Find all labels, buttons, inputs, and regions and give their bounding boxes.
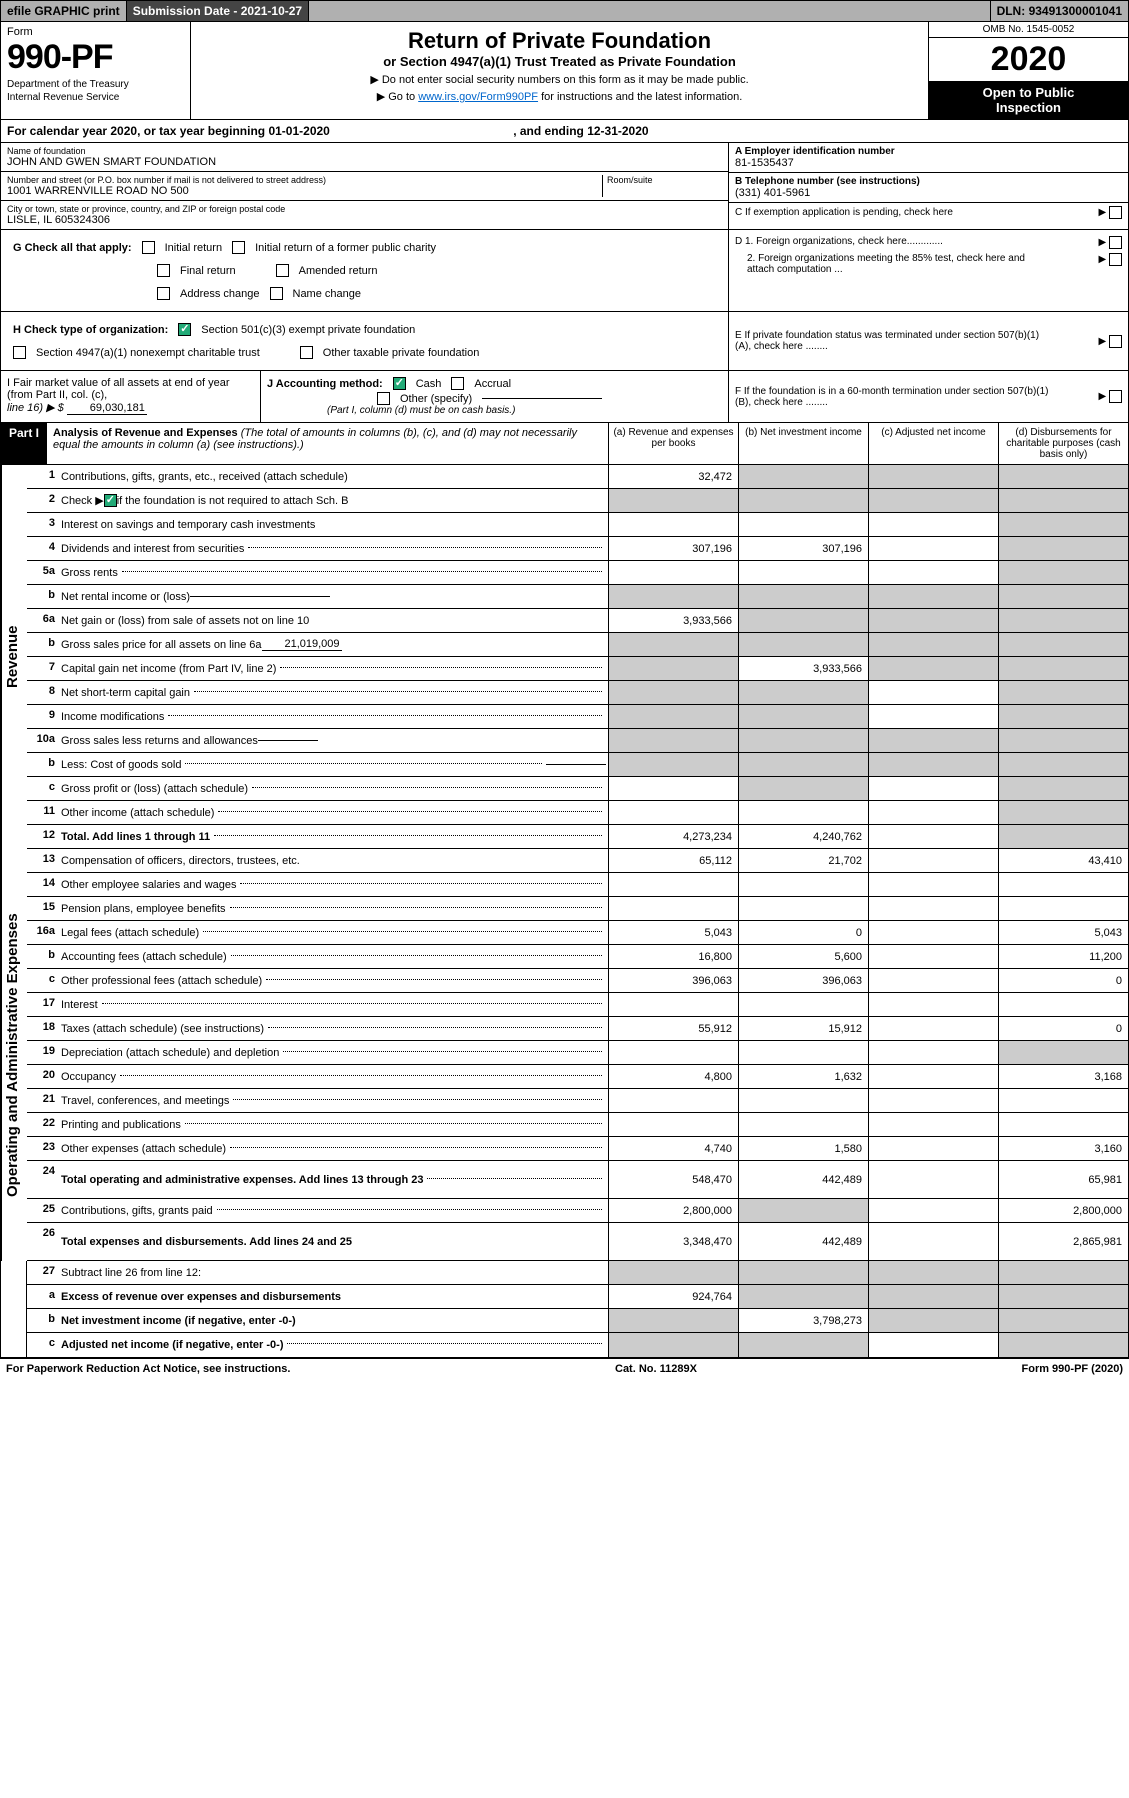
d1-checkbox[interactable] bbox=[1109, 236, 1122, 249]
c-checkbox[interactable] bbox=[1109, 206, 1122, 219]
d1-label: D 1. Foreign organizations, check here..… bbox=[735, 236, 943, 249]
col-d-header: (d) Disbursements for charitable purpose… bbox=[998, 423, 1128, 464]
form-id-footer: Form 990-PF (2020) bbox=[1022, 1363, 1123, 1375]
form-subtitle: or Section 4947(a)(1) Trust Treated as P… bbox=[197, 54, 922, 69]
page-footer: For Paperwork Reduction Act Notice, see … bbox=[0, 1358, 1129, 1379]
j-note: (Part I, column (d) must be on cash basi… bbox=[267, 405, 722, 416]
j-cash-checkbox[interactable] bbox=[393, 377, 406, 390]
revenue-section: Revenue 1Contributions, gifts, grants, e… bbox=[0, 465, 1129, 849]
omb-number: OMB No. 1545-0052 bbox=[929, 22, 1128, 38]
h-501c3-checkbox[interactable] bbox=[178, 323, 191, 336]
submission-date: Submission Date - 2021-10-27 bbox=[127, 1, 309, 21]
g-label: G Check all that apply: bbox=[13, 242, 132, 254]
l7-b: 3,933,566 bbox=[738, 657, 868, 680]
col-a-header: (a) Revenue and expenses per books bbox=[608, 423, 738, 464]
g-initial-pub-checkbox[interactable] bbox=[232, 241, 245, 254]
d2-checkbox[interactable] bbox=[1109, 253, 1122, 266]
part1-label: Part I bbox=[1, 423, 47, 464]
col-b-header: (b) Net investment income bbox=[738, 423, 868, 464]
d2-label: 2. Foreign organizations meeting the 85%… bbox=[735, 253, 1035, 275]
e-checkbox[interactable] bbox=[1109, 335, 1122, 348]
tax-year: 2020 bbox=[929, 38, 1128, 81]
cat-number: Cat. No. 11289X bbox=[615, 1363, 697, 1375]
check-section-ijf: I Fair market value of all assets at end… bbox=[0, 371, 1129, 423]
open-to-public: Open to PublicInspection bbox=[929, 81, 1128, 119]
g-final-checkbox[interactable] bbox=[157, 264, 170, 277]
g-amended-checkbox[interactable] bbox=[276, 264, 289, 277]
ssn-warning: ▶ Do not enter social security numbers o… bbox=[197, 73, 922, 86]
c-exemption-label: C If exemption application is pending, c… bbox=[735, 207, 953, 218]
topbar-spacer bbox=[309, 1, 990, 21]
city-label: City or town, state or province, country… bbox=[7, 204, 722, 214]
address-label: Number and street (or P.O. box number if… bbox=[7, 175, 602, 185]
e-label: E If private foundation status was termi… bbox=[735, 330, 1055, 352]
goto-link-line: ▶ Go to www.irs.gov/Form990PF for instru… bbox=[197, 90, 922, 103]
top-bar: efile GRAPHIC print Submission Date - 20… bbox=[0, 0, 1129, 22]
expenses-section: Operating and Administrative Expenses 13… bbox=[0, 849, 1129, 1261]
l1-a: 32,472 bbox=[608, 465, 738, 488]
j-label: J Accounting method: bbox=[267, 378, 383, 390]
foundation-name: JOHN AND GWEN SMART FOUNDATION bbox=[7, 156, 722, 168]
f-label: F If the foundation is in a 60-month ter… bbox=[735, 386, 1055, 408]
j-other-checkbox[interactable] bbox=[377, 392, 390, 405]
room-label: Room/suite bbox=[607, 175, 722, 185]
revenue-vert-label: Revenue bbox=[1, 465, 27, 849]
f-checkbox[interactable] bbox=[1109, 390, 1122, 403]
phone-label: B Telephone number (see instructions) bbox=[735, 176, 1122, 187]
city-state-zip: LISLE, IL 605324306 bbox=[7, 214, 722, 226]
dln: DLN: 93491300001041 bbox=[991, 1, 1128, 21]
h-other-tax-checkbox[interactable] bbox=[300, 346, 313, 359]
check-section-he: H Check type of organization: Section 50… bbox=[0, 312, 1129, 371]
dept-irs: Internal Revenue Service bbox=[7, 92, 184, 103]
h-4947-checkbox[interactable] bbox=[13, 346, 26, 359]
h-label: H Check type of organization: bbox=[13, 324, 168, 336]
form-header: Form 990-PF Department of the Treasury I… bbox=[0, 22, 1129, 120]
l2-checkbox[interactable] bbox=[104, 494, 117, 507]
l12-b: 4,240,762 bbox=[738, 825, 868, 848]
form-title: Return of Private Foundation bbox=[197, 28, 922, 54]
entity-info: Name of foundation JOHN AND GWEN SMART F… bbox=[0, 143, 1129, 230]
street-address: 1001 WARRENVILLE ROAD NO 500 bbox=[7, 185, 602, 197]
j-accrual-checkbox[interactable] bbox=[451, 377, 464, 390]
form-label: Form bbox=[7, 26, 184, 38]
g-name-checkbox[interactable] bbox=[270, 287, 283, 300]
dept-treasury: Department of the Treasury bbox=[7, 79, 184, 90]
l6b-val: 21,019,009 bbox=[262, 638, 342, 651]
i-fmv-label: I Fair market value of all assets at end… bbox=[7, 377, 254, 401]
check-section-gd: G Check all that apply: Initial return I… bbox=[0, 230, 1129, 312]
l12-a: 4,273,234 bbox=[608, 825, 738, 848]
irs-link[interactable]: www.irs.gov/Form990PF bbox=[418, 91, 538, 103]
expenses-vert-label: Operating and Administrative Expenses bbox=[1, 849, 27, 1261]
phone-value: (331) 401-5961 bbox=[735, 187, 1122, 199]
form-number: 990-PF bbox=[7, 38, 184, 77]
g-addr-checkbox[interactable] bbox=[157, 287, 170, 300]
part1-header-row: Part I Analysis of Revenue and Expenses … bbox=[0, 423, 1129, 465]
ein-value: 81-1535437 bbox=[735, 157, 1122, 169]
l4-a: 307,196 bbox=[608, 537, 738, 560]
ein-label: A Employer identification number bbox=[735, 146, 1122, 157]
col-c-header: (c) Adjusted net income bbox=[868, 423, 998, 464]
calendar-year-row: For calendar year 2020, or tax year begi… bbox=[0, 120, 1129, 143]
paperwork-notice: For Paperwork Reduction Act Notice, see … bbox=[6, 1363, 290, 1375]
g-initial-checkbox[interactable] bbox=[142, 241, 155, 254]
i-fmv-value: 69,030,181 bbox=[67, 402, 147, 415]
l6a-a: 3,933,566 bbox=[608, 609, 738, 632]
line27-section: 27Subtract line 26 from line 12: aExcess… bbox=[0, 1261, 1129, 1358]
efile-label[interactable]: efile GRAPHIC print bbox=[1, 1, 127, 21]
l4-b: 307,196 bbox=[738, 537, 868, 560]
foundation-name-label: Name of foundation bbox=[7, 146, 722, 156]
